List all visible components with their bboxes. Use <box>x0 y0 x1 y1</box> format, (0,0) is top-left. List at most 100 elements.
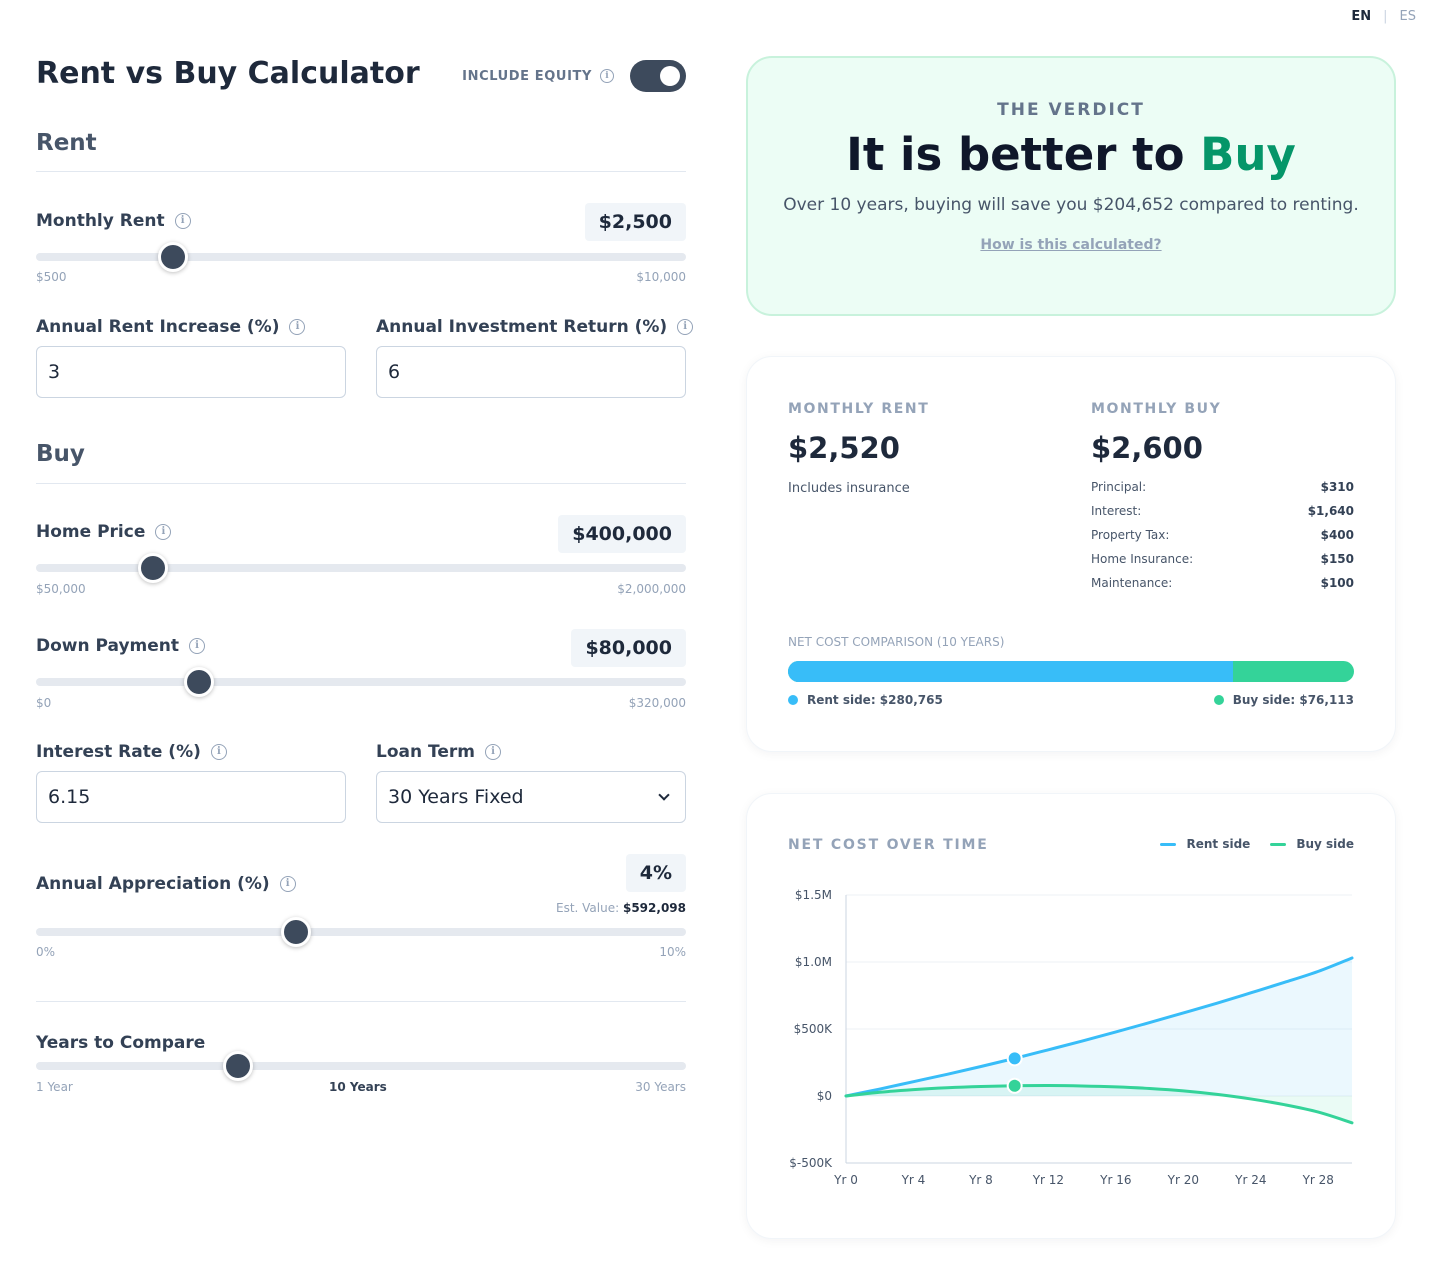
include-equity-control: INCLUDE EQUITY i <box>462 60 686 92</box>
info-icon[interactable]: i <box>279 876 296 892</box>
monthly-rent-kicker: MONTHLY RENT <box>788 401 930 417</box>
monthly-rent-slider-thumb[interactable] <box>157 242 188 272</box>
net-cost-chart-card: $-500K $0 $500K $1.0M $1.5M Yr 0 Yr 4 Yr 8 Yr 12… <box>746 793 1396 1239</box>
loan-term-label-text: Loan Term <box>376 742 475 762</box>
breakdown-value: $1,640 <box>1307 504 1354 518</box>
down-payment-label-text: Down Payment <box>36 636 180 656</box>
breakdown-row: Maintenance: $100 <box>1091 576 1354 600</box>
estimated-value: Est. Value: $592,098 <box>556 901 686 915</box>
monthly-buy-kicker: MONTHLY BUY <box>1091 401 1222 417</box>
include-equity-toggle[interactable] <box>630 60 686 92</box>
appreciation-label: Annual Appreciation (%) i <box>36 874 296 894</box>
estimated-value-amount: $592,098 <box>622 901 686 915</box>
breakdown-label: Home Insurance: <box>1091 552 1194 566</box>
breakdown-label: Principal: <box>1091 480 1147 494</box>
home-price-label: Home Price i <box>36 522 172 542</box>
appreciation-slider[interactable] <box>36 917 686 947</box>
investment-return-input[interactable]: 6 <box>376 346 686 398</box>
page-title: Rent vs Buy Calculator <box>36 56 420 91</box>
lang-es-link[interactable]: ES <box>1399 9 1416 24</box>
series-line-buy <box>844 1084 1354 1125</box>
investment-return-label-text: Annual Investment Return (%) <box>376 317 668 337</box>
chevron-down-icon <box>658 789 670 801</box>
verdict-choice: Buy <box>1200 128 1296 181</box>
net-cost-rent-fill <box>788 661 1234 682</box>
appreciation-slider-thumb[interactable] <box>281 917 311 947</box>
appreciation-label-text: Annual Appreciation (%) <box>36 874 270 894</box>
years-compare-label: Years to Compare <box>36 1033 205 1053</box>
info-icon[interactable]: i <box>484 744 501 760</box>
monthly-rent-amount: $2,520 <box>788 431 900 465</box>
rent-increase-input[interactable]: 3 <box>36 346 346 398</box>
divider <box>36 1001 686 1002</box>
home-price-slider[interactable] <box>36 553 686 583</box>
chart-title: NET COST OVER TIME <box>788 837 989 853</box>
chart-legend: Rent side Buy side <box>1160 837 1354 851</box>
investment-return-label: Annual Investment Return (%) i <box>376 317 694 337</box>
how-calculated-link[interactable]: How is this calculated? <box>980 237 1162 253</box>
divider <box>36 483 686 484</box>
lang-en-link[interactable]: EN <box>1351 9 1372 24</box>
monthly-rent-value: $2,500 <box>584 203 686 241</box>
net-legend-rent-text: Rent side: $280,765 <box>807 693 943 707</box>
breakdown-value: $150 <box>1320 552 1354 566</box>
y-tick-label: $-500K <box>789 1156 833 1170</box>
info-icon[interactable]: i <box>210 744 227 760</box>
info-icon[interactable]: i <box>600 69 614 83</box>
series-line-rent <box>844 956 1354 1098</box>
y-tick-label: $1.0M <box>795 955 832 969</box>
breakdown-row: Home Insurance: $150 <box>1091 552 1354 576</box>
divider <box>36 171 686 172</box>
rent-marker-point <box>1006 1050 1023 1067</box>
down-payment-min: $0 <box>36 696 52 710</box>
breakdown-label: Interest: <box>1091 504 1142 518</box>
legend-buy-label: Buy side <box>1296 837 1354 851</box>
monthly-cost-card: MONTHLY RENT $2,520 Includes insurance M… <box>746 356 1396 752</box>
down-payment-max: $320,000 <box>628 696 686 710</box>
down-payment-value: $80,000 <box>571 629 686 667</box>
monthly-rent-slider[interactable] <box>36 242 686 272</box>
monthly-rent-label-text: Monthly Rent <box>36 211 165 231</box>
legend-rent-label: Rent side <box>1186 837 1251 851</box>
monthly-rent-max: $10,000 <box>636 270 686 284</box>
info-icon[interactable]: i <box>155 524 172 540</box>
monthly-rent-min: $500 <box>36 270 67 284</box>
x-tick-label: Yr 24 <box>1234 1173 1266 1187</box>
breakdown-label: Maintenance: <box>1091 576 1173 590</box>
interest-rate-input[interactable]: 6.15 <box>36 771 346 823</box>
info-icon[interactable]: i <box>289 319 306 335</box>
down-payment-slider[interactable] <box>36 667 686 697</box>
years-min: 1 Year <box>36 1080 73 1094</box>
info-icon[interactable]: i <box>174 213 191 229</box>
years-compare-slider[interactable] <box>36 1051 686 1081</box>
verdict-kicker: THE VERDICT <box>997 100 1145 120</box>
y-tick-label: $0 <box>817 1089 832 1103</box>
rent-increase-label-text: Annual Rent Increase (%) <box>36 317 280 337</box>
net-cost-kicker: NET COST COMPARISON (10 YEARS) <box>788 635 1005 649</box>
home-price-value: $400,000 <box>558 515 686 553</box>
appreciation-min: 0% <box>36 945 56 959</box>
info-icon[interactable]: i <box>189 638 206 654</box>
monthly-rent-label: Monthly Rent i <box>36 211 191 231</box>
net-legend-rent: Rent side: $280,765 <box>788 693 943 707</box>
interest-rate-label-text: Interest Rate (%) <box>36 742 201 762</box>
net-legend-buy: Buy side: $76,113 <box>1213 693 1354 707</box>
years-current: 10 Years <box>329 1080 387 1094</box>
info-icon[interactable]: i <box>677 319 694 335</box>
down-payment-slider-thumb[interactable] <box>183 667 214 697</box>
years-compare-label-text: Years to Compare <box>36 1033 206 1053</box>
x-tick-label: Yr 28 <box>1302 1173 1334 1187</box>
years-compare-slider-thumb[interactable] <box>222 1051 253 1081</box>
monthly-buy-amount: $2,600 <box>1091 431 1203 465</box>
appreciation-value: 4% <box>625 854 686 892</box>
home-price-slider-thumb[interactable] <box>137 553 168 583</box>
verdict-summary: Over 10 years, buying will save you $204… <box>783 195 1359 215</box>
x-tick-label: Yr 0 <box>833 1173 858 1187</box>
home-price-label-text: Home Price <box>36 522 146 542</box>
breakdown-row: Interest: $1,640 <box>1091 504 1354 528</box>
language-switch: EN | ES <box>1351 9 1416 24</box>
buy-section-title: Buy <box>36 441 85 467</box>
estimated-value-label: Est. Value: <box>555 901 620 915</box>
x-tick-label: Yr 8 <box>968 1173 993 1187</box>
loan-term-select[interactable]: 30 Years Fixed <box>376 771 686 823</box>
